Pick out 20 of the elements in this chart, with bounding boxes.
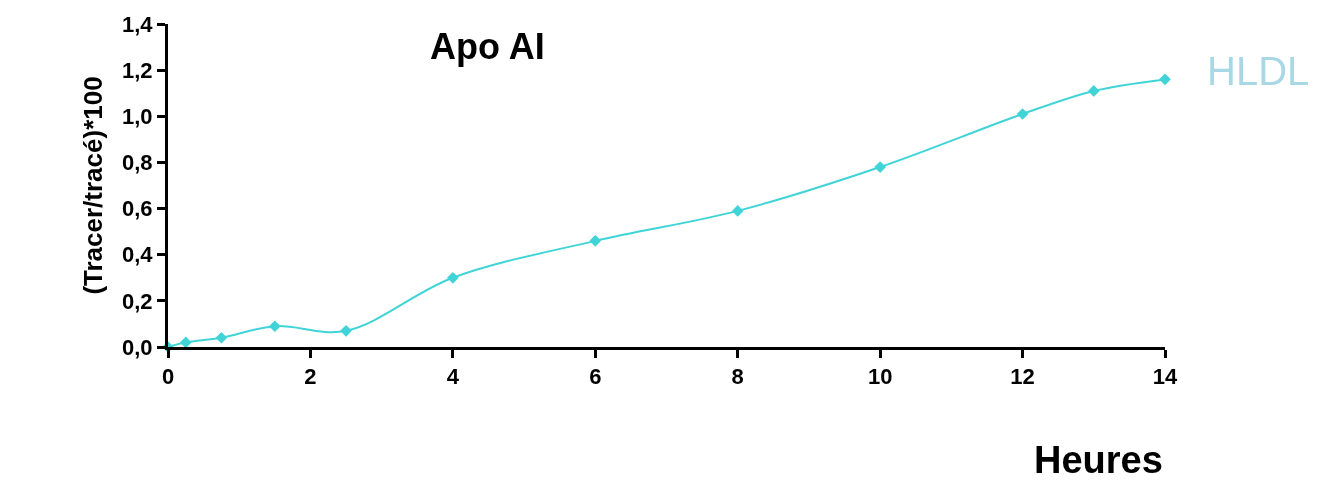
x-tick-label: 6: [589, 364, 602, 390]
y-tick-label: 0,6: [122, 196, 153, 222]
y-tick-label: 0,8: [122, 150, 153, 176]
x-tick-label: 0: [161, 364, 175, 390]
y-tick-label: 0,0: [122, 334, 153, 360]
x-tick-label: 8: [731, 364, 744, 390]
y-axis-title: (Tracer/tracé)*100: [78, 76, 109, 295]
x-tick-label: 2: [304, 364, 317, 390]
x-tick-label: 4: [446, 364, 460, 390]
x-tick-label: 10: [867, 364, 893, 390]
series-label: HLDL: [1207, 49, 1310, 93]
x-axis-title: Heures: [1034, 439, 1163, 481]
y-tick-label: 1,4: [122, 11, 154, 37]
y-tick-label: 1,0: [122, 103, 153, 129]
chart-title: Apo AI: [430, 26, 545, 67]
x-tick-label: 14: [1152, 364, 1178, 390]
x-tick-label: 12: [1010, 364, 1035, 390]
y-tick-label: 0,2: [122, 288, 153, 314]
y-tick-label: 1,2: [122, 57, 153, 83]
y-tick-label: 0,4: [122, 242, 154, 268]
